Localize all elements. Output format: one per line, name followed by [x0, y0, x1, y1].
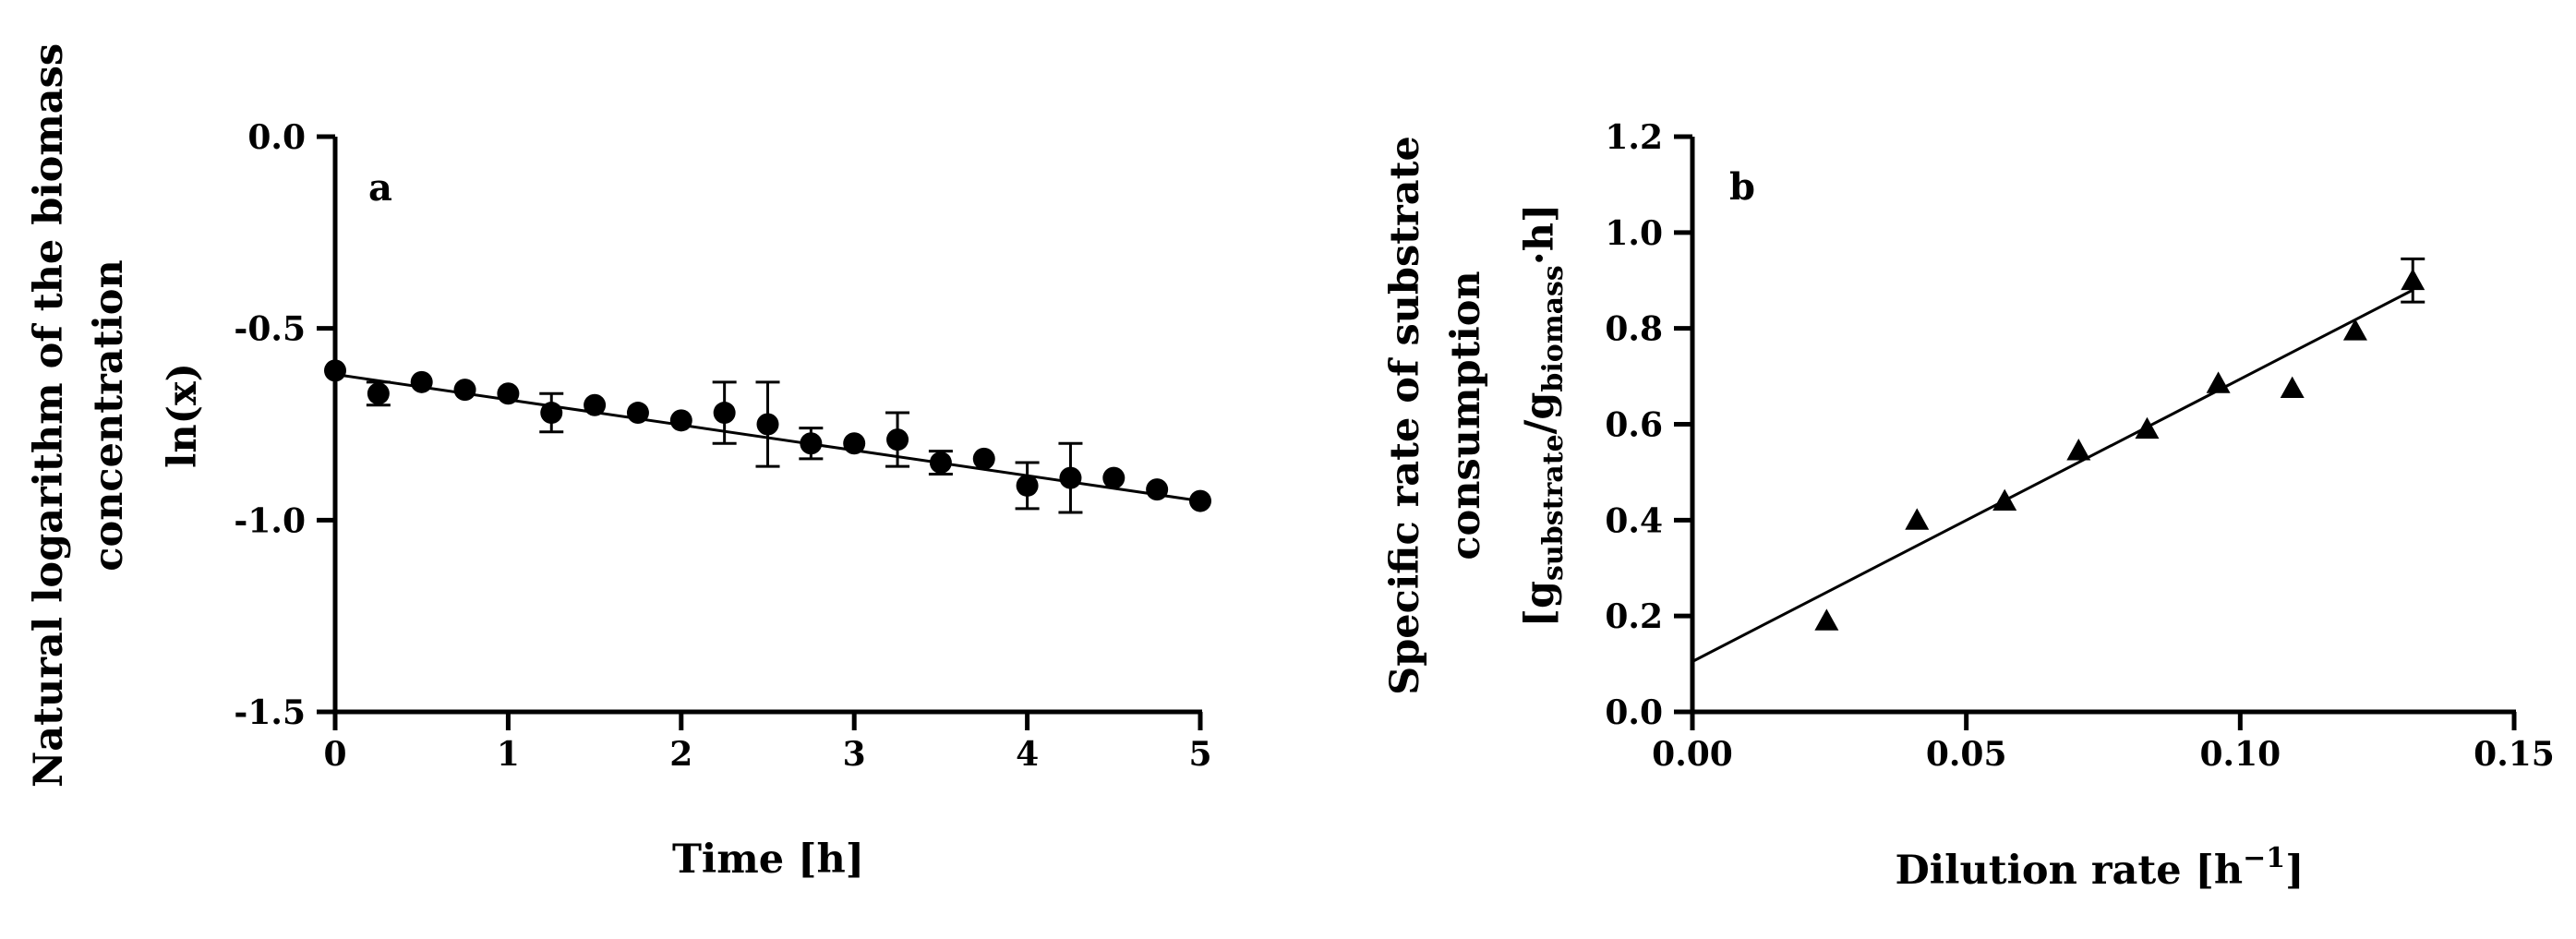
data-point-a — [1189, 489, 1211, 512]
x-tick-label-a: 2 — [669, 735, 692, 774]
data-point-a — [1016, 474, 1039, 497]
y-tick-label-a: 0.0 — [247, 118, 306, 157]
panel-label-a: a — [368, 166, 392, 210]
y-tick-label-a: -0.5 — [234, 310, 306, 349]
data-point-b — [2206, 371, 2231, 393]
unit-sub1: substrate — [1537, 434, 1570, 581]
data-point-a — [410, 370, 433, 393]
y-tick-label-b: 1.2 — [1605, 118, 1663, 157]
data-point-b — [2401, 268, 2426, 291]
x-tick-label-b: 0.15 — [2474, 735, 2555, 774]
x-axis-label-b: Dilution rate [h−1] — [1895, 842, 2304, 894]
data-point-a — [800, 432, 823, 455]
data-point-a — [367, 382, 390, 405]
unit-mid: /g — [1517, 392, 1563, 435]
y-axis-label-a-line2: concentration — [86, 259, 132, 571]
y-axis-label-a: Natural logarithm of the biomass concent… — [26, 43, 206, 788]
data-point-a — [1146, 478, 1169, 501]
y-axis-label-b-line2: consumption — [1443, 271, 1489, 560]
data-point-b — [1992, 488, 2017, 511]
x-axis-label-b-sup: −1 — [2243, 842, 2285, 874]
data-point-a — [886, 428, 909, 451]
unit-open: [g — [1517, 581, 1563, 627]
data-point-b — [1905, 508, 1930, 530]
data-point-b — [2135, 416, 2160, 439]
x-tick-label-a: 5 — [1188, 735, 1211, 774]
data-point-b — [2066, 439, 2091, 461]
y-axis-label-a-line3: ln(x) — [160, 363, 206, 468]
data-point-a — [713, 402, 736, 425]
data-point-a — [972, 447, 995, 470]
chart-a: 0.0 -0.5 -1.0 -1.5 0 1 2 3 4 5 a Time [h] Natural… — [26, 43, 1212, 883]
panel-label-b: b — [1729, 165, 1755, 209]
data-point-a — [584, 393, 607, 416]
data-point-b — [2342, 319, 2367, 341]
x-tick-label-a: 0 — [323, 735, 346, 774]
x-axis-label-b-end: ] — [2285, 848, 2304, 894]
data-point-a — [497, 382, 520, 405]
data-point-a — [756, 413, 779, 436]
unit-close: ·h] — [1517, 204, 1563, 266]
x-axis-label-b-main: Dilution rate [h — [1895, 848, 2243, 894]
unit-sub2: biomass — [1537, 265, 1570, 391]
data-point-a — [626, 402, 649, 425]
y-tick-label-b: 1.0 — [1605, 214, 1663, 253]
data-point-a — [669, 409, 692, 432]
y-axis-label-b-line1: Specific rate of substrate — [1382, 136, 1428, 695]
y-tick-label-b: 0.4 — [1605, 501, 1663, 540]
y-axis-label-a-line1: Natural logarithm of the biomass — [26, 43, 72, 788]
y-tick-label-a: -1.0 — [234, 501, 306, 540]
x-tick-label-a: 4 — [1016, 735, 1039, 774]
data-point-a — [1059, 466, 1082, 489]
fit-line-b — [1691, 288, 2413, 663]
y-tick-label-b: 0.8 — [1605, 310, 1663, 349]
y-tick-label-a: -1.5 — [234, 693, 306, 732]
chart-b: 0.00.20.40.60.81.01.20.00 0.05 0.10 0.15 b … — [1382, 118, 2555, 894]
data-point-a — [929, 451, 952, 475]
y-tick-label-b: 0.2 — [1605, 597, 1663, 636]
data-point-a — [540, 402, 563, 425]
y-axis-label-b-unit: [gsubstrate/gbiomass·h] — [1517, 204, 1570, 628]
x-tick-label-a: 1 — [497, 735, 520, 774]
data-point-b — [1814, 608, 1839, 631]
x-axis-label-a: Time [h] — [672, 837, 864, 883]
data-point-a — [843, 432, 866, 455]
data-point-b — [2280, 376, 2305, 398]
y-tick-label-b: 0.6 — [1605, 406, 1663, 445]
x-tick-label-b: 0.00 — [1652, 735, 1733, 774]
x-tick-label-b: 0.05 — [1926, 735, 2007, 774]
x-tick-label-b: 0.10 — [2199, 735, 2281, 774]
data-point-a — [453, 379, 476, 402]
x-tick-label-a: 3 — [843, 735, 866, 774]
y-tick-label-b: 0.0 — [1605, 693, 1663, 732]
data-point-a — [1102, 466, 1125, 489]
